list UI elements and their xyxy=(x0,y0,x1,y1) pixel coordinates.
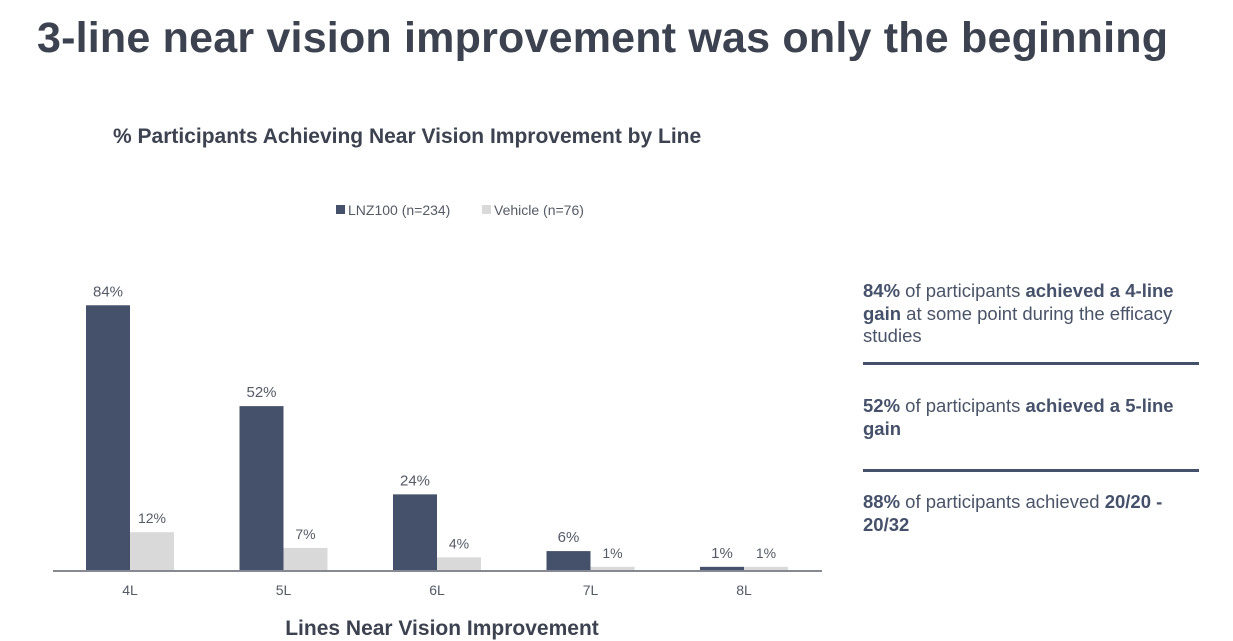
data-label-vehicle-4L: 12% xyxy=(138,510,166,526)
legend-label-vehicle: Vehicle (n=76) xyxy=(494,202,584,218)
data-label-vehicle-7L: 1% xyxy=(602,545,622,561)
x-tick-labels: 4L 5L 6L 7L 8L xyxy=(122,582,752,598)
legend-label-lnz100: LNZ100 (n=234) xyxy=(348,202,450,218)
callout-emphasis: achieved a 4-line gain xyxy=(863,280,1174,324)
x-tick-label-4L: 4L xyxy=(122,582,138,598)
callout-text: of participants xyxy=(900,280,1026,301)
x-axis-label: Lines Near Vision Improvement xyxy=(285,617,599,640)
callout-percent: 84% xyxy=(863,280,901,301)
legend-swatch-vehicle xyxy=(482,205,491,214)
bar-vehicle-5L xyxy=(283,547,328,570)
x-tick-label-8L: 8L xyxy=(736,582,752,598)
callout-20-20-vision: 88% of participants achieved 20/20 - 20/… xyxy=(863,491,1199,536)
callout-percent: 88% xyxy=(863,491,901,512)
legend-swatch-lnz100 xyxy=(336,205,345,214)
data-label-lnz100-5L: 52% xyxy=(246,384,276,401)
bar-vehicle-6L xyxy=(437,557,481,570)
bar-lnz100-6L xyxy=(393,494,437,570)
data-label-lnz100-4L: 84% xyxy=(93,283,123,300)
bar-vehicle-8L xyxy=(744,566,788,570)
bar-lnz100-8L xyxy=(700,566,744,570)
data-label-vehicle-8L: 1% xyxy=(756,545,776,561)
callout-4-line-gain: 84% of participants achieved a 4-line ga… xyxy=(863,280,1199,348)
data-label-vehicle-5L: 7% xyxy=(295,526,315,542)
callout-text: of participants achieved xyxy=(900,491,1105,512)
bar-chart: LNZ100 (n=234) Vehicle (n=76) 84% 12% 52% 7%… xyxy=(53,202,822,640)
callout-emphasis: achieved a 5-line gain xyxy=(863,395,1174,439)
page-title: 3-line near vision improvement was only … xyxy=(37,14,1169,62)
bar-vehicle-7L xyxy=(590,566,635,570)
callout-emphasis: 20/20 - 20/32 xyxy=(863,491,1163,535)
x-tick-label-6L: 6L xyxy=(429,582,445,598)
bar-vehicle-4L xyxy=(130,532,174,570)
callout-text: of participants xyxy=(900,395,1026,416)
x-tick-label-7L: 7L xyxy=(583,582,599,598)
data-label-vehicle-6L: 4% xyxy=(449,535,469,551)
data-label-lnz100-6L: 24% xyxy=(400,472,430,489)
data-label-lnz100-8L: 1% xyxy=(711,545,733,562)
chart-title: % Participants Achieving Near Vision Imp… xyxy=(113,125,702,148)
chart-bars xyxy=(86,305,788,570)
x-tick-label-5L: 5L xyxy=(276,582,292,598)
bar-lnz100-5L xyxy=(239,406,284,570)
chart-legend: LNZ100 (n=234) Vehicle (n=76) xyxy=(336,202,584,218)
callout-divider xyxy=(863,362,1199,365)
data-label-lnz100-7L: 6% xyxy=(558,529,580,546)
bar-lnz100-4L xyxy=(86,305,130,570)
callout-percent: 52% xyxy=(863,395,901,416)
chart-data-labels: 84% 12% 52% 7% 24% 4% 6% 1% 1% 1% xyxy=(93,283,776,562)
callout-divider xyxy=(863,469,1199,472)
callout-5-line-gain: 52% of participants achieved a 5-line ga… xyxy=(863,395,1199,440)
callout-text: at some point during the efficacy studie… xyxy=(863,302,1173,347)
bar-lnz100-7L xyxy=(546,551,591,570)
